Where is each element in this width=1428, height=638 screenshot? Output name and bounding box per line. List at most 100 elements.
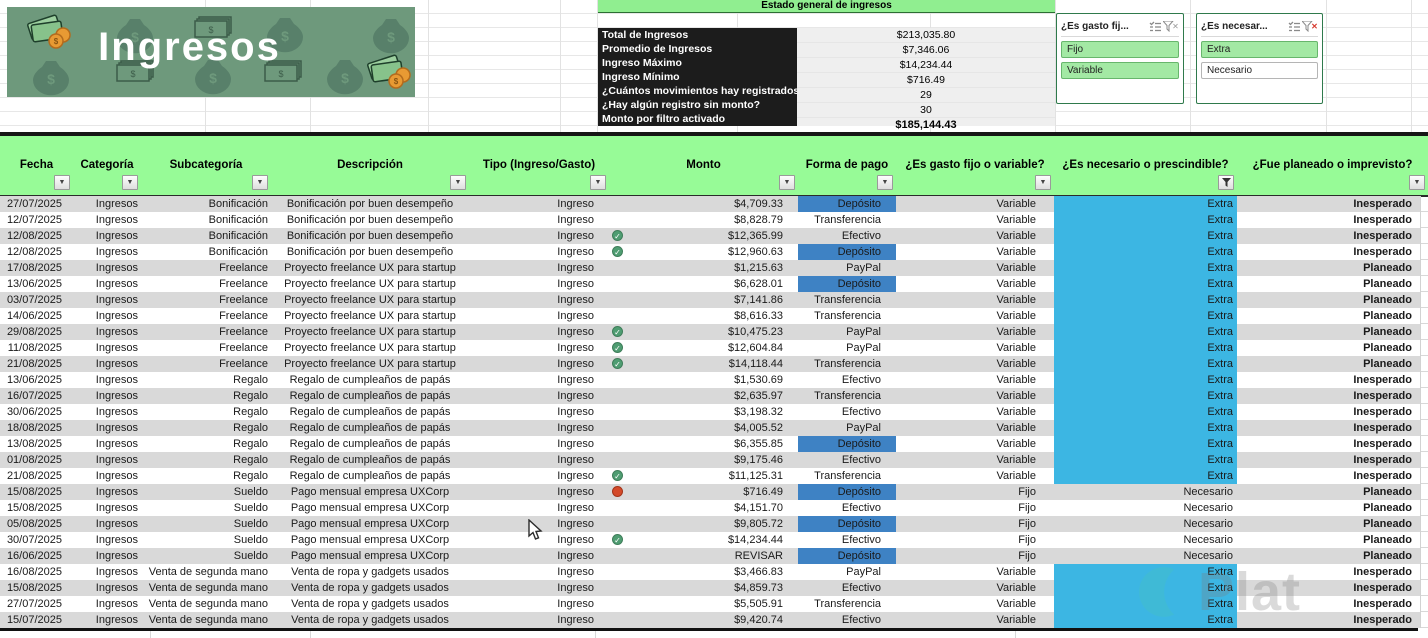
cell-necesario[interactable]: Extra <box>1054 276 1237 292</box>
gasto-filter-button[interactable]: ▼ <box>1035 175 1051 190</box>
cell-monto[interactable]: $12,604.84 <box>727 342 783 354</box>
cell-tipo[interactable]: Ingreso <box>469 484 623 500</box>
cell-categoria[interactable]: Ingresos <box>95 422 138 434</box>
cell-gasto[interactable]: Variable <box>996 614 1036 626</box>
cell-gasto[interactable]: Variable <box>996 438 1036 450</box>
cell-fecha[interactable]: 13/08/2025 <box>6 438 62 450</box>
cell-monto[interactable]: $7,141.86 <box>734 294 783 306</box>
cell-descripcion[interactable]: Proyecto freelance UX para startup <box>284 358 456 370</box>
cell-categoria[interactable]: Ingresos <box>95 246 138 258</box>
cell-categoria[interactable]: Ingresos <box>95 198 138 210</box>
cell-descripcion[interactable]: Proyecto freelance UX para startup <box>284 262 456 274</box>
cell-descripcion[interactable]: Proyecto freelance UX para startup <box>284 342 456 354</box>
cell-fecha[interactable]: 05/08/2025 <box>6 518 62 530</box>
cell-forma[interactable]: Depósito <box>798 548 896 564</box>
cell-subcategoria[interactable]: Freelance <box>219 262 268 274</box>
cell-descripcion[interactable]: Pago mensual empresa UXCorp <box>290 550 450 562</box>
cell-fecha[interactable]: 27/07/2025 <box>6 598 62 610</box>
cell-gasto[interactable]: Variable <box>996 566 1036 578</box>
cell-necesario[interactable]: Extra <box>1054 356 1237 372</box>
cell-subcategoria[interactable]: Regalo <box>233 374 268 386</box>
cell-categoria[interactable]: Ingresos <box>95 214 138 226</box>
cell-fecha[interactable]: 18/08/2025 <box>6 422 62 434</box>
cell-fecha[interactable]: 29/08/2025 <box>6 326 62 338</box>
cell-categoria[interactable]: Ingresos <box>95 230 138 242</box>
cell-gasto[interactable]: Fijo <box>1018 518 1036 530</box>
cell-gasto[interactable]: Variable <box>996 230 1036 242</box>
cell-planeado[interactable]: Inesperado <box>1353 230 1412 242</box>
cell-necesario[interactable]: Extra <box>1054 436 1237 452</box>
cell-fecha[interactable]: 27/07/2025 <box>6 198 62 210</box>
cell-subcategoria[interactable]: Sueldo <box>233 534 268 546</box>
cell-forma[interactable]: Depósito <box>798 244 896 260</box>
cell-gasto[interactable]: Fijo <box>1018 486 1036 498</box>
cell-descripcion[interactable]: Proyecto freelance UX para startup <box>284 326 456 338</box>
cell-forma[interactable]: PayPal <box>846 262 881 274</box>
cell-gasto[interactable]: Variable <box>996 342 1036 354</box>
cell-necesario[interactable]: Necesario <box>1183 534 1233 546</box>
cell-subcategoria[interactable]: Regalo <box>233 422 268 434</box>
cell-monto[interactable]: $11,125.31 <box>728 470 783 482</box>
cell-categoria[interactable]: Ingresos <box>95 374 138 386</box>
cell-tipo[interactable]: Ingreso <box>557 310 594 322</box>
cell-categoria[interactable]: Ingresos <box>95 262 138 274</box>
cell-monto[interactable]: $2,635.97 <box>734 390 783 402</box>
cell-tipo[interactable]: Ingreso <box>557 566 594 578</box>
cell-planeado[interactable]: Planeado <box>1363 518 1412 530</box>
cell-tipo[interactable]: Ingreso <box>557 278 594 290</box>
cell-fecha[interactable]: 15/08/2025 <box>6 582 62 594</box>
cell-tipo[interactable]: Ingreso <box>557 614 594 626</box>
cell-planeado[interactable]: Inesperado <box>1353 470 1412 482</box>
cell-subcategoria[interactable]: Regalo <box>233 390 268 402</box>
cell-fecha[interactable]: 16/06/2025 <box>6 550 62 562</box>
cell-categoria[interactable]: Ingresos <box>95 326 138 338</box>
cell-planeado[interactable]: Inesperado <box>1353 438 1412 450</box>
cell-descripcion[interactable]: Regalo de cumpleaños de papás <box>289 454 451 466</box>
cell-tipo[interactable]: Ingreso ✓ <box>469 356 623 372</box>
cell-monto[interactable]: $4,151.70 <box>734 502 783 514</box>
cell-gasto[interactable]: Variable <box>996 598 1036 610</box>
cell-planeado[interactable]: Planeado <box>1363 342 1412 354</box>
cell-planeado[interactable]: Inesperado <box>1353 598 1412 610</box>
cell-forma[interactable]: Efectivo <box>841 502 881 514</box>
cell-gasto[interactable]: Variable <box>996 422 1036 434</box>
cell-fecha[interactable]: 16/07/2025 <box>6 390 62 402</box>
cell-tipo[interactable]: Ingreso <box>557 582 594 594</box>
cell-subcategoria[interactable]: Venta de segunda mano <box>148 598 268 610</box>
cell-subcategoria[interactable]: Freelance <box>219 278 268 290</box>
cell-forma[interactable]: Depósito <box>798 484 896 500</box>
cell-fecha[interactable]: 15/08/2025 <box>6 486 62 498</box>
cell-necesario[interactable]: Extra <box>1054 308 1237 324</box>
cell-gasto[interactable]: Variable <box>996 294 1036 306</box>
cell-gasto[interactable]: Fijo <box>1018 534 1036 546</box>
cell-fecha[interactable]: 16/08/2025 <box>6 566 62 578</box>
cell-subcategoria[interactable]: Regalo <box>233 438 268 450</box>
cell-subcategoria[interactable]: Regalo <box>233 406 268 418</box>
cell-planeado[interactable]: Inesperado <box>1353 614 1412 626</box>
cell-forma[interactable]: Depósito <box>798 436 896 452</box>
cell-descripcion[interactable]: Proyecto freelance UX para startup <box>284 278 456 290</box>
cell-planeado[interactable]: Planeado <box>1363 310 1412 322</box>
cell-necesario[interactable]: Extra <box>1054 468 1237 484</box>
cell-forma[interactable]: Transferencia <box>814 598 881 610</box>
cell-necesario[interactable]: Necesario <box>1183 502 1233 514</box>
cell-categoria[interactable]: Ingresos <box>95 454 138 466</box>
slicer-item-extra[interactable]: Extra <box>1201 41 1318 58</box>
cell-monto[interactable]: $4,005.52 <box>734 422 783 434</box>
cell-monto[interactable]: $1,530.69 <box>734 374 783 386</box>
cell-monto[interactable]: $10,475.23 <box>727 326 783 338</box>
cell-necesario[interactable]: Extra <box>1054 404 1237 420</box>
cell-descripcion[interactable]: Proyecto freelance UX para startup <box>284 310 456 322</box>
cell-gasto[interactable]: Variable <box>996 326 1036 338</box>
cell-categoria[interactable]: Ingresos <box>95 470 138 482</box>
cell-tipo[interactable]: Ingreso ✓ <box>469 228 623 244</box>
cell-fecha[interactable]: 30/07/2025 <box>6 534 62 546</box>
cell-fecha[interactable]: 01/08/2025 <box>6 454 62 466</box>
cell-gasto[interactable]: Variable <box>996 278 1036 290</box>
cell-monto[interactable]: $6,628.01 <box>734 278 783 290</box>
cell-subcategoria[interactable]: Venta de segunda mano <box>148 582 268 594</box>
cell-categoria[interactable]: Ingresos <box>95 518 138 530</box>
cell-subcategoria[interactable]: Freelance <box>219 342 268 354</box>
cell-tipo[interactable]: Ingreso <box>557 550 594 562</box>
cell-tipo[interactable]: Ingreso <box>557 598 594 610</box>
